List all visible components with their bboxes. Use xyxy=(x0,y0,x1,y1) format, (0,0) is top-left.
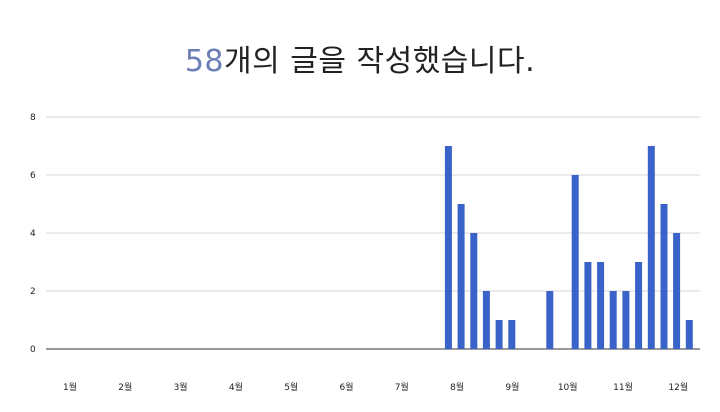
y-tick-label: 4 xyxy=(30,229,36,239)
bar xyxy=(647,146,655,349)
y-tick-label: 8 xyxy=(30,113,36,123)
bar xyxy=(508,320,516,349)
bar xyxy=(685,320,693,349)
x-month-label: 12월 xyxy=(668,381,688,393)
y-tick-label: 2 xyxy=(30,287,36,297)
bar xyxy=(470,233,478,349)
bar xyxy=(482,291,490,349)
y-tick-label: 6 xyxy=(30,171,36,181)
bar xyxy=(609,291,617,349)
bar xyxy=(444,146,452,349)
bar xyxy=(635,262,643,349)
x-month-label: 10월 xyxy=(558,381,578,393)
bar xyxy=(660,204,668,349)
bar xyxy=(571,175,579,349)
bar xyxy=(457,204,465,349)
bar xyxy=(673,233,681,349)
bar xyxy=(584,262,592,349)
post-count-suffix: 개의 글을 작성했습니다. xyxy=(224,44,536,79)
x-month-label: 5월 xyxy=(284,381,298,393)
x-month-label: 2월 xyxy=(118,381,132,393)
x-month-label: 6월 xyxy=(339,381,353,393)
bar xyxy=(495,320,503,349)
post-count: 58 xyxy=(184,44,225,79)
x-month-label: 8월 xyxy=(450,381,464,393)
bar xyxy=(597,262,605,349)
x-month-label: 3월 xyxy=(174,381,188,393)
bar xyxy=(546,291,554,349)
y-tick-label: 0 xyxy=(30,345,36,355)
x-month-label: 1월 xyxy=(63,381,77,393)
bar xyxy=(622,291,630,349)
post-count-headline: 58개의 글을 작성했습니다. xyxy=(0,36,720,80)
x-month-label: 7월 xyxy=(395,381,409,393)
x-month-label: 11월 xyxy=(613,381,633,393)
x-month-label: 9월 xyxy=(505,381,519,393)
x-month-label: 4월 xyxy=(229,381,243,393)
